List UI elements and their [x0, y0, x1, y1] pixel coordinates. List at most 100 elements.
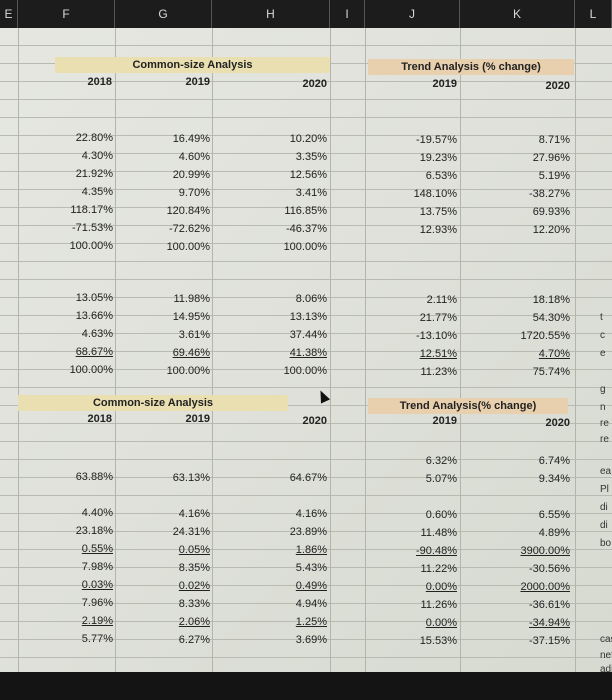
table-cell[interactable]: 12.56% [289, 169, 327, 182]
table-cell[interactable]: 0.60% [425, 508, 457, 521]
table-cell[interactable]: 8.35% [178, 561, 210, 574]
table-cell[interactable]: 2.06% [178, 615, 210, 628]
table-cell[interactable]: 4.60% [178, 150, 210, 163]
table-cell[interactable]: 10.20% [289, 133, 327, 146]
table-cell[interactable]: 19.23% [419, 151, 457, 164]
table-cell[interactable]: 1.25% [295, 616, 327, 629]
table-cell[interactable]: 12.93% [419, 223, 457, 236]
table-cell[interactable]: 0.02% [178, 579, 210, 592]
table-cell[interactable]: 100.00% [283, 241, 327, 254]
table-cell[interactable]: 4.35% [81, 186, 113, 198]
column-header-j[interactable]: J [365, 0, 460, 28]
spreadsheet-grid[interactable] [0, 0, 612, 672]
table-cell[interactable]: 4.94% [295, 598, 327, 611]
table-cell[interactable]: 116.85% [284, 205, 327, 218]
table-cell[interactable]: -46.37% [286, 223, 327, 236]
table-cell[interactable]: 16.49% [172, 132, 210, 145]
table-cell[interactable]: 100.00% [69, 240, 113, 252]
table-cell[interactable]: -72.62% [169, 222, 210, 235]
table-cell[interactable]: 18.18% [532, 294, 570, 307]
column-header-h[interactable]: H [212, 0, 330, 28]
table-cell[interactable]: 8.33% [178, 597, 210, 610]
table-cell[interactable]: 6.74% [538, 455, 570, 468]
table-cell[interactable]: 7.98% [81, 561, 113, 573]
table-cell[interactable]: 64.67% [289, 472, 327, 485]
table-cell[interactable]: 5.19% [538, 170, 570, 183]
table-cell[interactable]: 13.05% [75, 292, 113, 304]
column-header-e[interactable]: E [0, 0, 18, 28]
table-cell[interactable]: 120.84% [166, 204, 210, 217]
table-cell[interactable]: 27.96% [532, 152, 570, 165]
table-cell[interactable]: 3.61% [178, 328, 210, 341]
column-header-l[interactable]: L [575, 0, 612, 28]
table-cell[interactable]: -37.15% [529, 635, 570, 648]
column-header-k[interactable]: K [460, 0, 575, 28]
table-cell[interactable]: 100.00% [283, 365, 327, 378]
table-cell[interactable]: 6.32% [425, 454, 457, 467]
table-cell[interactable]: 4.89% [538, 527, 570, 540]
table-cell[interactable]: 2000.00% [520, 581, 570, 594]
table-cell[interactable]: 21.77% [419, 311, 457, 324]
table-cell[interactable]: 4.63% [81, 328, 113, 340]
table-cell[interactable]: 11.26% [420, 598, 458, 611]
table-cell[interactable]: 12.20% [532, 224, 570, 237]
table-cell[interactable]: 9.70% [178, 186, 210, 199]
table-cell[interactable]: 8.71% [538, 134, 570, 147]
table-cell[interactable]: 2.11% [426, 293, 457, 306]
table-cell[interactable]: 6.55% [538, 509, 570, 522]
table-cell[interactable]: 0.03% [81, 579, 113, 591]
column-header-g[interactable]: G [115, 0, 212, 28]
table-cell[interactable]: 100.00% [69, 364, 113, 376]
table-cell[interactable]: 54.30% [532, 312, 570, 325]
table-cell[interactable]: 148.10% [413, 187, 457, 200]
table-cell[interactable]: 8.06% [295, 293, 327, 306]
column-header-f[interactable]: F [18, 0, 115, 28]
table-cell[interactable]: 41.38% [289, 347, 327, 360]
table-cell[interactable]: 9.34% [538, 473, 570, 486]
table-cell[interactable]: -34.94% [529, 617, 570, 630]
table-cell[interactable]: 4.70% [538, 348, 570, 361]
table-cell[interactable]: 63.13% [172, 471, 210, 484]
table-cell[interactable]: -36.61% [529, 599, 570, 612]
table-cell[interactable]: 4.16% [295, 508, 327, 521]
table-cell[interactable]: -13.10% [416, 329, 457, 342]
table-cell[interactable]: 11.22% [420, 562, 458, 575]
table-cell[interactable]: 23.89% [289, 526, 327, 539]
table-cell[interactable]: 13.75% [419, 205, 457, 218]
table-cell[interactable]: 100.00% [166, 364, 210, 377]
table-cell[interactable]: -19.57% [416, 133, 457, 146]
table-cell[interactable]: 6.27% [178, 633, 210, 646]
table-cell[interactable]: 11.23% [420, 365, 458, 378]
table-cell[interactable]: 0.49% [295, 580, 327, 593]
table-cell[interactable]: 13.13% [289, 311, 327, 324]
table-cell[interactable]: 5.07% [425, 472, 457, 485]
column-header-i[interactable]: I [330, 0, 365, 28]
table-cell[interactable]: 0.00% [425, 580, 457, 593]
table-cell[interactable]: 4.40% [81, 507, 113, 519]
table-cell[interactable]: 21.92% [75, 168, 113, 180]
table-cell[interactable]: 14.95% [172, 310, 210, 323]
table-cell[interactable]: 1720.55% [520, 330, 570, 343]
table-cell[interactable]: 3.69% [295, 634, 327, 647]
table-cell[interactable]: 24.31% [172, 525, 210, 538]
table-cell[interactable]: 4.16% [178, 507, 210, 520]
table-cell[interactable]: 0.55% [81, 543, 113, 555]
table-cell[interactable]: 118.17% [70, 204, 113, 216]
table-cell[interactable]: 1.86% [295, 544, 327, 557]
table-cell[interactable]: 13.66% [75, 310, 113, 322]
table-cell[interactable]: 15.53% [419, 634, 457, 647]
table-cell[interactable]: -38.27% [529, 188, 570, 201]
table-cell[interactable]: -30.56% [529, 563, 570, 576]
table-cell[interactable]: 3.35% [295, 151, 327, 164]
table-cell[interactable]: 3900.00% [520, 545, 570, 558]
table-cell[interactable]: 63.88% [75, 471, 113, 483]
table-cell[interactable]: 23.18% [75, 525, 113, 537]
table-cell[interactable]: 69.93% [532, 206, 570, 219]
table-cell[interactable]: 100.00% [166, 240, 210, 253]
table-cell[interactable]: 0.00% [425, 616, 457, 629]
table-cell[interactable]: 0.05% [178, 543, 210, 556]
table-cell[interactable]: -90.48% [416, 544, 457, 557]
table-cell[interactable]: 5.77% [81, 633, 113, 645]
table-cell[interactable]: 75.74% [532, 366, 570, 379]
table-cell[interactable]: 6.53% [425, 169, 457, 182]
